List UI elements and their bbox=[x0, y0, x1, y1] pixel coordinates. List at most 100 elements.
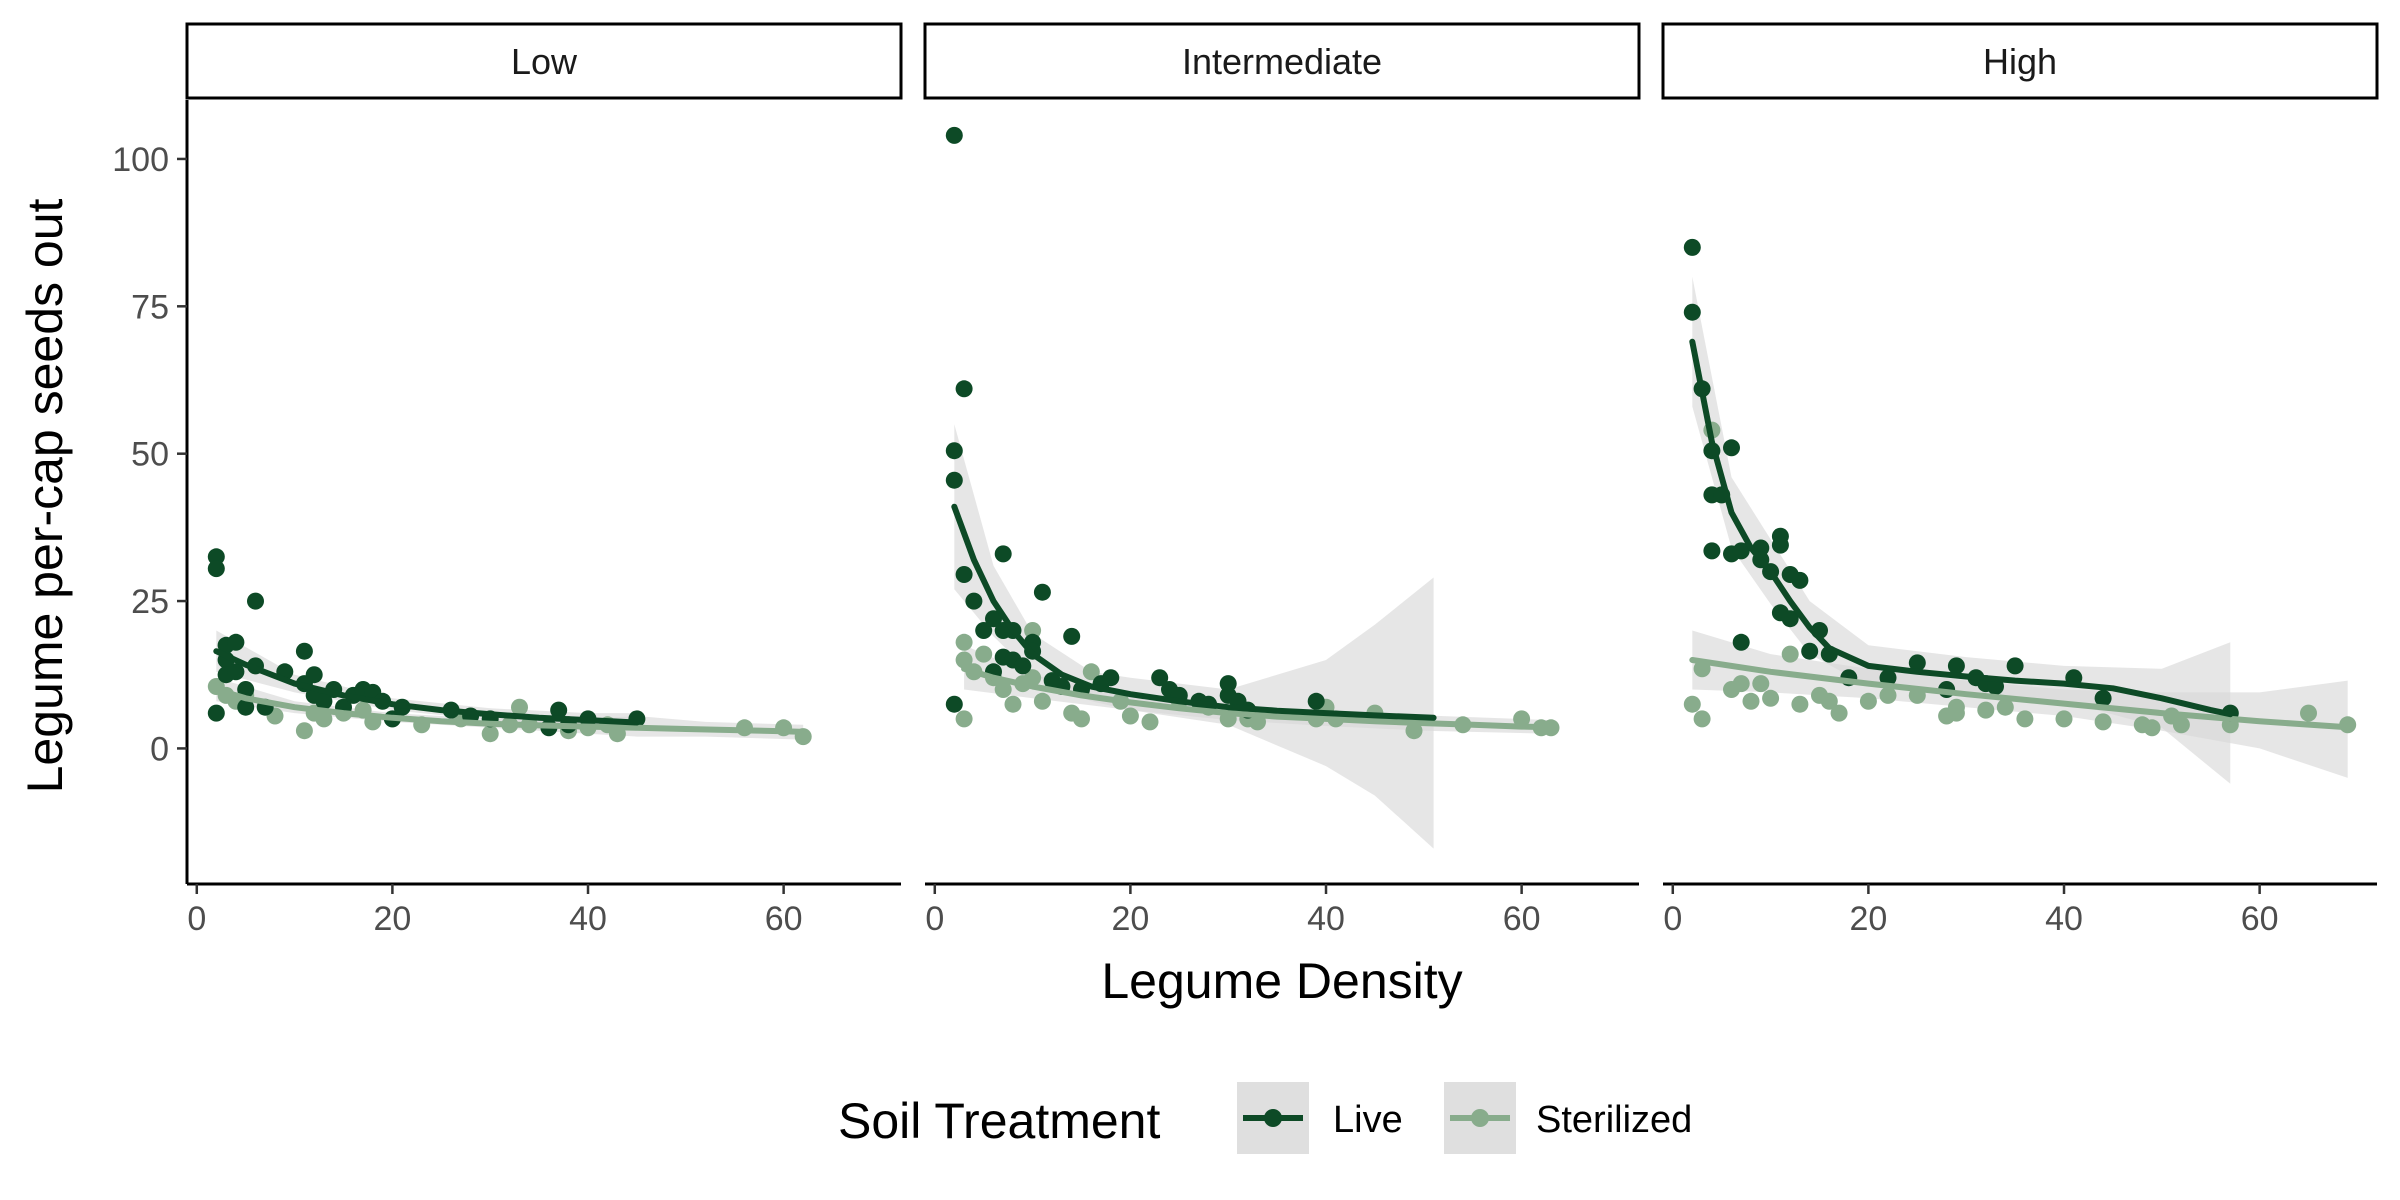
point-sterilized-intermediate bbox=[1513, 710, 1531, 728]
legend-item-live: Live bbox=[1237, 1082, 1403, 1154]
point-live-low bbox=[550, 701, 568, 719]
point-live-intermediate bbox=[985, 610, 1002, 628]
point-sterilized-intermediate bbox=[1073, 710, 1090, 728]
point-sterilized-high bbox=[1977, 701, 1995, 719]
point-sterilized-low bbox=[511, 698, 528, 716]
point-live-low bbox=[227, 663, 245, 681]
legend-item-sterilized: Sterilized bbox=[1444, 1082, 1692, 1154]
point-sterilized-low bbox=[315, 710, 333, 728]
point-live-high bbox=[1723, 439, 1740, 457]
point-sterilized-high bbox=[2094, 713, 2112, 731]
point-live-intermediate bbox=[1151, 669, 1169, 687]
fit-line-live-low bbox=[213, 648, 640, 726]
point-sterilized-intermediate bbox=[1121, 707, 1139, 725]
point-live-intermediate bbox=[955, 380, 973, 398]
confidence-band-sterilized-high bbox=[1692, 630, 2348, 778]
point-live-high bbox=[1732, 542, 1750, 560]
point-sterilized-high bbox=[2016, 710, 2034, 728]
point-sterilized-high bbox=[1781, 645, 1799, 663]
confidence-band-live-intermediate bbox=[954, 424, 1434, 849]
point-live-high bbox=[1947, 657, 1965, 675]
point-sterilized-high bbox=[2300, 704, 2317, 722]
point-sterilized-high bbox=[1879, 686, 1897, 704]
point-live-high bbox=[1732, 633, 1750, 651]
legend-key-point-sterilized bbox=[1471, 1109, 1489, 1127]
strip-label-high: High bbox=[1983, 41, 2057, 82]
point-live-high bbox=[1683, 238, 1701, 256]
point-live-low bbox=[295, 642, 313, 660]
point-live-high bbox=[1791, 571, 1809, 589]
point-sterilized-high bbox=[1859, 692, 1877, 710]
point-live-low bbox=[315, 692, 333, 710]
point-live-intermediate bbox=[955, 566, 973, 583]
y-tick-label: 0 bbox=[150, 730, 169, 768]
point-sterilized-high bbox=[1762, 689, 1780, 707]
point-live-intermediate bbox=[965, 592, 983, 610]
point-live-intermediate bbox=[945, 126, 963, 144]
point-sterilized-high bbox=[1947, 704, 1965, 722]
y-tick-label: 50 bbox=[131, 436, 169, 474]
point-sterilized-high bbox=[1791, 695, 1809, 713]
point-live-intermediate bbox=[1033, 583, 1051, 601]
point-sterilized-high bbox=[1732, 675, 1750, 693]
point-sterilized-high bbox=[2172, 716, 2190, 734]
confidence-band-sterilized-low bbox=[216, 677, 804, 740]
x-tick-label-high: 40 bbox=[2045, 900, 2083, 938]
x-tick-label-intermediate: 60 bbox=[1503, 900, 1541, 938]
x-tick-label-high: 60 bbox=[2241, 900, 2279, 938]
point-sterilized-intermediate bbox=[1405, 722, 1423, 740]
x-tick-label-low: 0 bbox=[187, 900, 206, 938]
point-live-intermediate bbox=[1014, 657, 1032, 675]
point-sterilized-low bbox=[295, 722, 313, 740]
point-sterilized-intermediate bbox=[1024, 669, 1042, 687]
point-sterilized-high bbox=[1830, 704, 1848, 722]
panel-low: Low 0 20 40 60 0 25 50 75 100 bbox=[112, 22, 903, 938]
point-live-high bbox=[2094, 689, 2112, 707]
legend-title: Soil Treatment bbox=[838, 1093, 1160, 1149]
point-sterilized-intermediate bbox=[955, 651, 973, 669]
point-sterilized-intermediate bbox=[1024, 622, 1042, 639]
point-live-low bbox=[207, 704, 225, 722]
point-live-low bbox=[237, 698, 255, 716]
point-live-intermediate bbox=[945, 695, 963, 713]
x-tick-label-low: 20 bbox=[373, 900, 411, 938]
x-tick-label-intermediate: 0 bbox=[925, 900, 944, 938]
point-live-high bbox=[1781, 610, 1799, 628]
x-tick-label-high: 20 bbox=[1849, 900, 1887, 938]
y-tick-label: 100 bbox=[112, 141, 169, 179]
legend-key-point-live bbox=[1264, 1109, 1282, 1127]
plot-area-intermediate bbox=[945, 126, 1560, 849]
point-live-intermediate bbox=[1219, 675, 1237, 693]
fit-line-live-high bbox=[1689, 338, 2234, 718]
x-tick-label-high: 0 bbox=[1663, 900, 1682, 938]
point-sterilized-high bbox=[1693, 710, 1711, 728]
point-live-low bbox=[247, 592, 264, 610]
point-sterilized-high bbox=[1742, 692, 1760, 710]
strip-box-low bbox=[185, 22, 903, 100]
point-live-high bbox=[2006, 657, 2024, 675]
point-live-high bbox=[1879, 669, 1897, 687]
point-live-intermediate bbox=[1307, 692, 1325, 710]
point-sterilized-high bbox=[2055, 710, 2073, 728]
fit-line-sterilized-low bbox=[213, 686, 807, 735]
fit-line-sterilized-high bbox=[1689, 657, 2351, 731]
point-live-low bbox=[207, 548, 225, 566]
point-sterilized-intermediate bbox=[955, 633, 973, 651]
strip-label-intermediate: Intermediate bbox=[1182, 41, 1382, 82]
y-axis-title: Legume per-cap seeds out bbox=[17, 198, 73, 793]
strip-box-intermediate bbox=[923, 22, 1641, 100]
y-tick-label: 75 bbox=[131, 288, 169, 326]
plot-area-high bbox=[1683, 238, 2357, 784]
panel-high: High 0 20 40 60 bbox=[1661, 22, 2379, 938]
point-live-intermediate bbox=[975, 622, 993, 639]
point-live-intermediate bbox=[1063, 627, 1081, 645]
point-sterilized-high bbox=[2143, 719, 2161, 737]
legend-items: Live Sterilized bbox=[1237, 1082, 1692, 1154]
x-tick-label-intermediate: 40 bbox=[1307, 900, 1345, 938]
legend: Soil Treatment Live Sterilized bbox=[838, 1082, 1692, 1154]
plot-area-low bbox=[207, 548, 812, 746]
fit-line-live-intermediate bbox=[951, 503, 1437, 721]
point-sterilized-intermediate bbox=[955, 710, 973, 728]
